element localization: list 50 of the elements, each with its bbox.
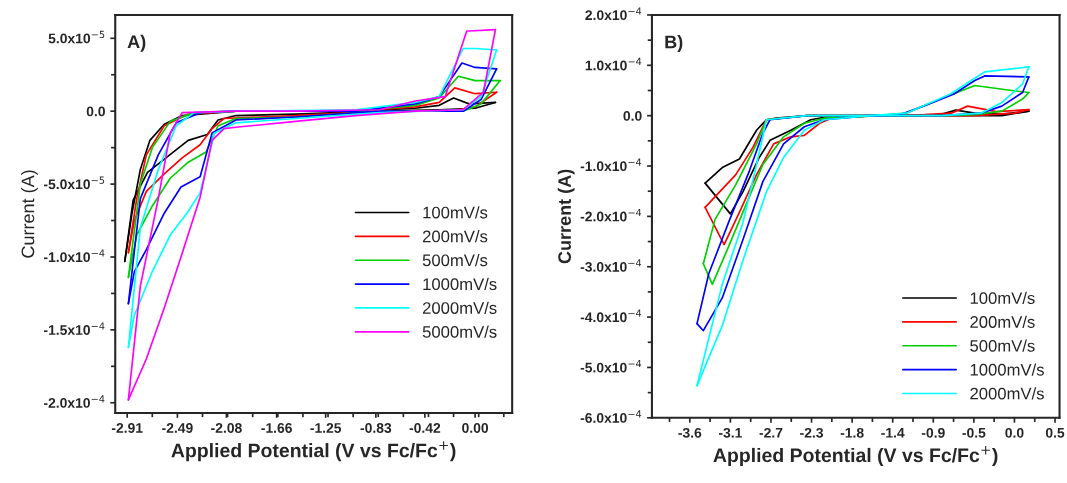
y-tick-label: 0.0 bbox=[86, 106, 105, 117]
x-tick-label: 0.5 bbox=[1045, 427, 1065, 438]
y-tick-label: -2.0x10$^{−4}$ bbox=[580, 208, 642, 222]
legend-label: 200mV/s bbox=[970, 315, 1035, 328]
x-tick-label: -2.3 bbox=[800, 427, 824, 438]
legend-label: 2000mV/s bbox=[422, 301, 497, 314]
x-tick-label: -0.9 bbox=[921, 427, 945, 438]
annotation: A) bbox=[127, 34, 146, 52]
legend-label: 500mV/s bbox=[422, 253, 488, 267]
legend-label: 2000mV/s bbox=[970, 387, 1044, 400]
x-tick-label: 0.0 bbox=[1005, 427, 1024, 438]
x-tick-label: -1.8 bbox=[840, 427, 864, 438]
y-tick-label: 1.0x10$^{−4}$ bbox=[585, 57, 642, 71]
x-tick-label: -1.25 bbox=[310, 423, 342, 433]
y-tick-label: 5.0x10$^{−5}$ bbox=[48, 30, 105, 44]
x-tick-label: -3.6 bbox=[678, 427, 702, 438]
x-tick-label: -1.4 bbox=[881, 428, 905, 438]
x-tick-label: -2.91 bbox=[111, 423, 143, 433]
y-tick-label: -5.0x10$^{−4}$ bbox=[580, 359, 642, 373]
x-tick-label: -2.7 bbox=[759, 427, 783, 438]
legend-label: 200mV/s bbox=[422, 230, 488, 243]
y-tick-label: -4.0x10$^{−4}$ bbox=[580, 309, 642, 323]
annotation: B) bbox=[665, 35, 683, 52]
y-tick-label: -5.0x10$^{−5}$ bbox=[43, 176, 105, 190]
x-tick-label: -1.66 bbox=[261, 423, 292, 433]
legend-label: 100mV/s bbox=[423, 206, 488, 219]
legend-label: 1000mV/s bbox=[970, 363, 1044, 376]
legend-label: 5000mV/s bbox=[422, 325, 497, 338]
x-tick-label: -0.83 bbox=[360, 423, 392, 433]
legend-label: 1000mV/s bbox=[423, 277, 497, 291]
x-tick-label: -0.42 bbox=[409, 423, 441, 433]
y-tick-label: 0.0 bbox=[623, 111, 642, 121]
x-tick-label: -3.1 bbox=[718, 427, 742, 438]
legend-label: 500mV/s bbox=[970, 339, 1035, 352]
x-tick-label: 0.00 bbox=[462, 423, 489, 433]
y-tick-label: -1.0x10$^{−4}$ bbox=[43, 249, 105, 263]
y-tick-label: 2.0x10$^{−4}$ bbox=[585, 7, 642, 21]
x-axis-title: Applied Potential (V vs Fc/Fc$^{+}$) bbox=[713, 446, 998, 467]
y-tick-label: -1.5x10$^{−4}$ bbox=[43, 322, 105, 335]
x-axis-title: Applied Potential (V vs Fc/Fc$^{+}$) bbox=[171, 441, 456, 462]
y-tick-label: -6.0x10$^{−4}$ bbox=[580, 410, 642, 423]
y-tick-label: -3.0x10$^{−4}$ bbox=[580, 259, 642, 272]
x-tick-label: -2.08 bbox=[211, 423, 242, 433]
legend-label: 100mV/s bbox=[970, 291, 1035, 305]
y-axis-title: Current (A) bbox=[557, 169, 575, 264]
y-tick-label: -1.0x10$^{−4}$ bbox=[580, 158, 642, 172]
y-axis-title: Current (A) bbox=[21, 170, 38, 258]
y-tick-label: -2.0x10$^{−4}$ bbox=[43, 395, 105, 408]
x-tick-label: -2.49 bbox=[162, 423, 193, 433]
x-tick-label: -0.5 bbox=[962, 427, 986, 438]
